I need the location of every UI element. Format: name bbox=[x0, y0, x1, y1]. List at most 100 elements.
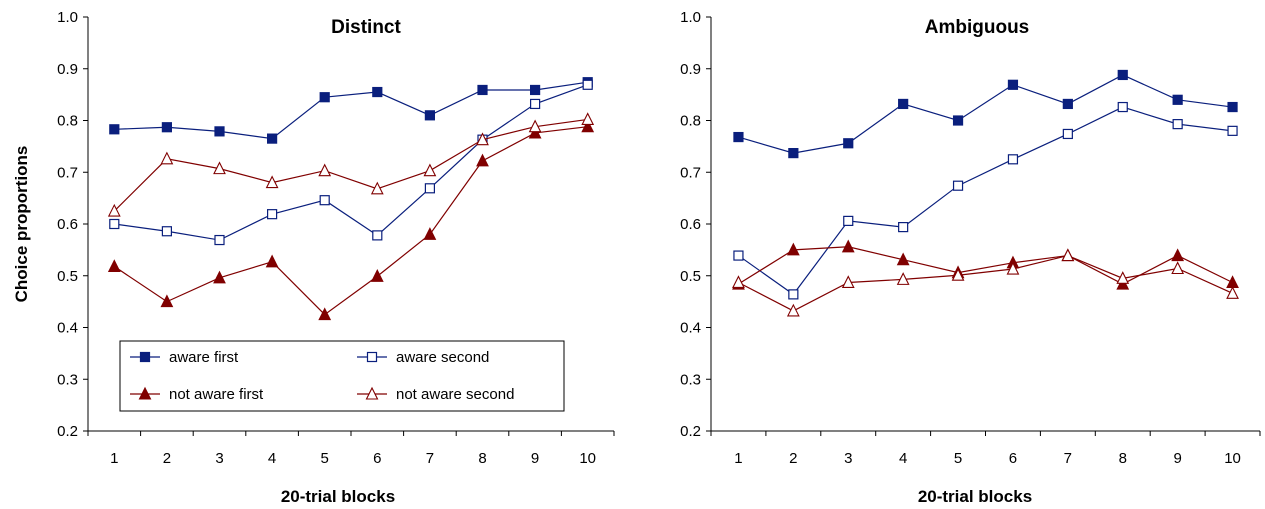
data-point-aware-second bbox=[1172, 119, 1183, 130]
data-point-not-aware-first bbox=[160, 294, 174, 308]
data-point-aware-second bbox=[267, 209, 278, 220]
y-tick-label: 0.6 bbox=[680, 216, 701, 233]
y-tick-label: 0.3 bbox=[57, 371, 78, 388]
data-point-aware-first bbox=[267, 133, 278, 144]
data-point-aware-second bbox=[161, 226, 172, 237]
y-tick-label: 0.7 bbox=[57, 164, 78, 181]
legend-box bbox=[119, 340, 565, 412]
x-axis-label: 20-trial blocks bbox=[281, 487, 395, 506]
y-tick-label: 0.9 bbox=[680, 61, 701, 78]
legend-label-aware-first: aware first bbox=[169, 349, 239, 366]
data-point-not-aware-first bbox=[423, 227, 437, 240]
series-line-not-aware-first bbox=[113, 126, 588, 316]
series-line-not-aware-second bbox=[113, 118, 588, 212]
y-tick-label: 0.8 bbox=[680, 113, 701, 130]
data-point-aware-second bbox=[214, 234, 225, 246]
y-tick-label: 0.5 bbox=[680, 268, 701, 285]
x-tick-label: 10 bbox=[1224, 450, 1241, 467]
data-point-aware-first bbox=[1062, 98, 1073, 110]
data-point-not-aware-second bbox=[528, 119, 542, 133]
y-tick-label: 0.5 bbox=[57, 268, 78, 285]
series-not-aware-first bbox=[107, 119, 595, 321]
x-tick-label: 3 bbox=[215, 450, 223, 467]
y-tick-label: 0.8 bbox=[57, 113, 78, 130]
legend-label-aware-second: aware second bbox=[396, 349, 489, 366]
data-point-not-aware-first bbox=[528, 125, 542, 139]
x-tick-label: 5 bbox=[954, 450, 962, 467]
data-point-not-aware-second bbox=[1116, 271, 1130, 284]
data-point-not-aware-second bbox=[213, 161, 226, 175]
x-tick-label: 5 bbox=[321, 450, 329, 467]
data-point-not-aware-second bbox=[1171, 261, 1185, 275]
data-point-not-aware-first bbox=[896, 252, 910, 266]
data-point-aware-second bbox=[1227, 125, 1238, 136]
data-point-not-aware-second bbox=[896, 272, 910, 285]
data-point-not-aware-second bbox=[370, 181, 384, 195]
data-point-not-aware-first bbox=[786, 242, 800, 256]
y-tick-label: 0.2 bbox=[57, 423, 78, 440]
chart-ambiguous: 0.2 0.3 0.4 0.5 0.6 0.7 0.8 0.9 1.0 1 2 3 4 5 6 7 8 9 10 Am… bbox=[680, 9, 1261, 506]
x-tick-label: 3 bbox=[844, 450, 852, 467]
data-point-not-aware-second bbox=[732, 275, 745, 289]
x-tick-label: 4 bbox=[268, 450, 276, 467]
legend-marker bbox=[139, 351, 151, 363]
series-line-not-aware-second bbox=[738, 254, 1233, 312]
data-point-aware-first bbox=[161, 122, 172, 133]
series-not-aware-first bbox=[732, 239, 1239, 290]
data-point-aware-second bbox=[788, 289, 799, 300]
series-aware-first bbox=[109, 77, 593, 144]
data-point-aware-first bbox=[214, 126, 225, 137]
x-tick-label: 7 bbox=[1064, 450, 1072, 467]
y-axis-label: Choice proportions bbox=[12, 146, 31, 303]
data-point-aware-second bbox=[109, 218, 120, 230]
data-point-aware-first bbox=[1007, 79, 1019, 90]
data-point-aware-first bbox=[319, 92, 330, 103]
x-tick-label: 7 bbox=[426, 450, 434, 467]
data-point-aware-second bbox=[529, 98, 541, 110]
chart-title: Ambiguous bbox=[925, 17, 1030, 38]
data-point-not-aware-first bbox=[213, 270, 226, 284]
data-point-aware-first bbox=[372, 86, 383, 98]
data-point-aware-first bbox=[529, 84, 541, 96]
series-line-aware-first bbox=[738, 74, 1233, 154]
legend-marker bbox=[366, 351, 378, 363]
data-point-aware-second bbox=[1007, 154, 1019, 165]
series-not-aware-second bbox=[107, 112, 595, 217]
y-tick-label: 0.9 bbox=[57, 61, 78, 78]
data-point-not-aware-second bbox=[107, 203, 121, 217]
x-tick-label: 2 bbox=[789, 450, 797, 467]
x-tick-label: 1 bbox=[110, 450, 118, 467]
legend-label-not-aware-second: not aware second bbox=[396, 386, 514, 403]
chart-distinct: 0.2 0.3 0.4 0.5 0.6 0.7 0.8 0.9 1.0 1 2 3 4 5 6 7 8 9 10 Di… bbox=[12, 9, 615, 506]
legend: aware first aware second not aware first no… bbox=[119, 340, 565, 412]
data-point-aware-first bbox=[843, 138, 854, 149]
x-tick-label: 8 bbox=[1119, 450, 1127, 467]
data-point-aware-second bbox=[898, 222, 909, 233]
x-axis-label: 20-trial blocks bbox=[918, 487, 1032, 506]
series-aware-second bbox=[733, 101, 1238, 300]
data-point-aware-first bbox=[109, 124, 120, 135]
series-not-aware-second bbox=[732, 248, 1239, 317]
data-point-not-aware-second bbox=[1006, 261, 1020, 275]
data-point-aware-second bbox=[1117, 101, 1128, 113]
series-aware-first bbox=[733, 69, 1238, 159]
data-point-not-aware-first bbox=[265, 254, 279, 268]
data-point-not-aware-second bbox=[581, 112, 595, 126]
data-point-aware-first bbox=[898, 98, 909, 110]
data-point-aware-first bbox=[733, 131, 744, 143]
series-line-not-aware-first bbox=[738, 246, 1233, 285]
data-point-not-aware-second bbox=[160, 151, 174, 165]
data-point-aware-first bbox=[788, 148, 799, 159]
data-point-aware-second bbox=[424, 183, 435, 194]
series-line-aware-second bbox=[114, 84, 588, 241]
data-point-aware-first bbox=[477, 84, 488, 96]
data-point-aware-second bbox=[843, 215, 854, 226]
data-point-aware-second bbox=[952, 180, 964, 191]
y-tick-label: 0.4 bbox=[680, 320, 701, 337]
data-point-not-aware-second bbox=[265, 175, 279, 189]
data-point-aware-first bbox=[1172, 94, 1183, 105]
series-aware-second bbox=[109, 79, 593, 246]
data-point-not-aware-first bbox=[107, 259, 121, 272]
y-tick-label: 0.6 bbox=[57, 216, 78, 233]
